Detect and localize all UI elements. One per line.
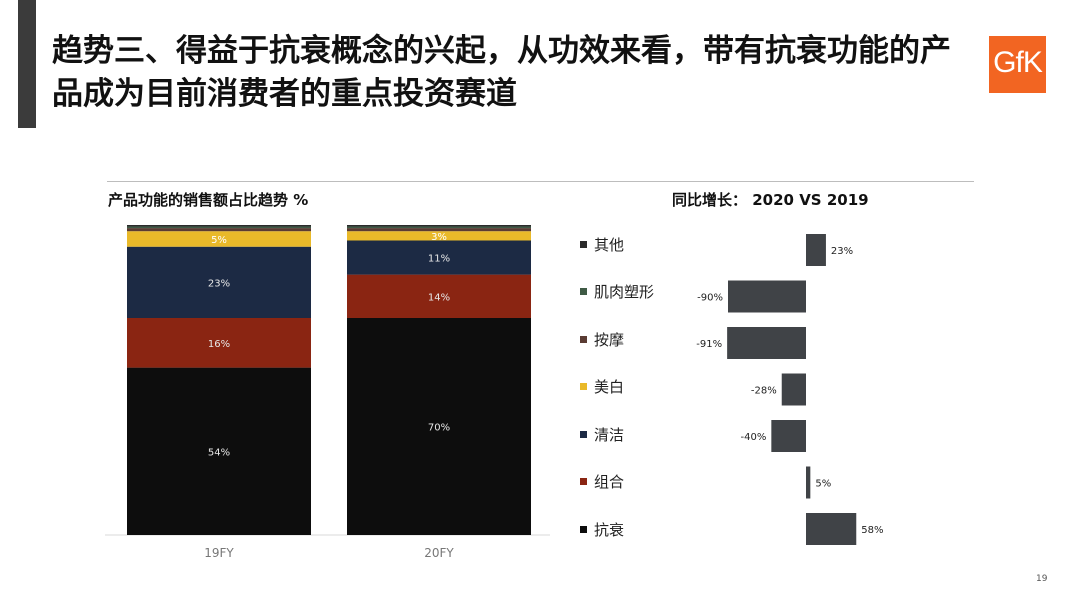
bar-segment-美白-19FY	[127, 231, 311, 247]
legend-label: 清洁	[594, 425, 625, 444]
slide-title: 趋势三、得益于抗衰概念的兴起，从功效来看，带有抗衰功能的产品成为目前消费者的重点…	[52, 33, 951, 112]
accent-bar	[18, 0, 36, 128]
legend-item: 美白	[580, 375, 680, 399]
growth-bar-美白	[781, 373, 806, 406]
bar-segment-组合-20FY	[347, 274, 531, 318]
logo-text: GfK	[993, 46, 1043, 79]
data-label: 5%	[211, 235, 227, 246]
legend-swatch	[580, 288, 587, 295]
gfk-logo: GfK	[989, 36, 1046, 93]
data-label: 14%	[428, 292, 450, 303]
bar-segment-组合-19FY	[127, 318, 311, 368]
legend-swatch	[580, 478, 587, 485]
growth-data-label: -28%	[751, 386, 777, 397]
growth-bar-其他	[806, 234, 826, 266]
page-number: 19	[1036, 574, 1048, 584]
data-label: 70%	[428, 423, 450, 434]
x-tick-label: 19FY	[204, 546, 234, 560]
bar-segment-肌肉塑形-20FY	[347, 226, 531, 229]
legend-label: 按摩	[594, 330, 625, 349]
legend-item: 组合	[580, 470, 680, 494]
data-label: 3%	[431, 232, 447, 243]
growth-bar-组合	[806, 466, 811, 499]
growth-bar-清洁	[771, 420, 806, 452]
bar-segment-清洁-20FY	[347, 240, 531, 275]
legend-label: 组合	[594, 473, 625, 491]
bar-segment-其他-19FY	[127, 225, 311, 227]
growth-data-label: -91%	[696, 339, 722, 350]
growth-bar-肌肉塑形	[728, 280, 806, 313]
legend-swatch	[580, 335, 587, 343]
legend-label: 美白	[594, 378, 625, 396]
legend-swatch	[580, 240, 587, 248]
x-tick-label: 20FY	[424, 546, 454, 560]
legend-label: 抗衰	[594, 520, 625, 539]
legend-swatch	[580, 525, 587, 533]
bar-segment-按摩-19FY	[127, 228, 311, 232]
data-label: 23%	[208, 278, 230, 289]
legend-swatch	[580, 383, 587, 390]
growth-chart-title: 同比增长： 2020 VS 2019	[672, 191, 869, 209]
data-label: 16%	[208, 339, 230, 350]
growth-data-label: 58%	[861, 525, 883, 536]
growth-bar-chart: 23% -90% -91% -28% -40% 5% 58%	[696, 234, 884, 545]
growth-data-label: 5%	[815, 479, 831, 490]
bar-segment-清洁-19FY	[127, 246, 311, 318]
bar-segment-抗衰-19FY	[127, 367, 311, 535]
growth-bar-按摩	[727, 327, 806, 359]
growth-data-label: -90%	[697, 293, 723, 304]
bar-segment-美白-20FY	[347, 231, 531, 241]
legend-item: 肌肉塑形	[580, 280, 680, 304]
bar-segment-抗衰-20FY	[347, 318, 531, 535]
legend-swatch	[580, 430, 587, 438]
stacked-bar-chart: 54% 16% 23% 5% 19FY 70% 14% 11% 3% 20FY	[105, 225, 550, 560]
data-label: 54%	[208, 447, 230, 458]
legend-item: 按摩	[580, 327, 680, 351]
bar-segment-按摩-20FY	[347, 228, 531, 232]
growth-bar-抗衰	[806, 513, 857, 545]
legend-label: 其他	[594, 235, 625, 254]
legend-item: 清洁	[580, 422, 680, 446]
legend-item: 抗衰	[580, 517, 680, 541]
bar-segment-肌肉塑形-19FY	[127, 226, 311, 229]
bar-segment-其他-20FY	[347, 225, 531, 227]
stacked-chart-title: 产品功能的销售额占比趋势 %	[108, 191, 309, 209]
growth-data-label: 23%	[831, 246, 853, 257]
divider	[107, 181, 974, 182]
data-label: 11%	[428, 254, 450, 265]
legend-label: 肌肉塑形	[594, 283, 655, 301]
legend-item: 其他	[580, 232, 680, 256]
growth-data-label: -40%	[740, 432, 766, 443]
